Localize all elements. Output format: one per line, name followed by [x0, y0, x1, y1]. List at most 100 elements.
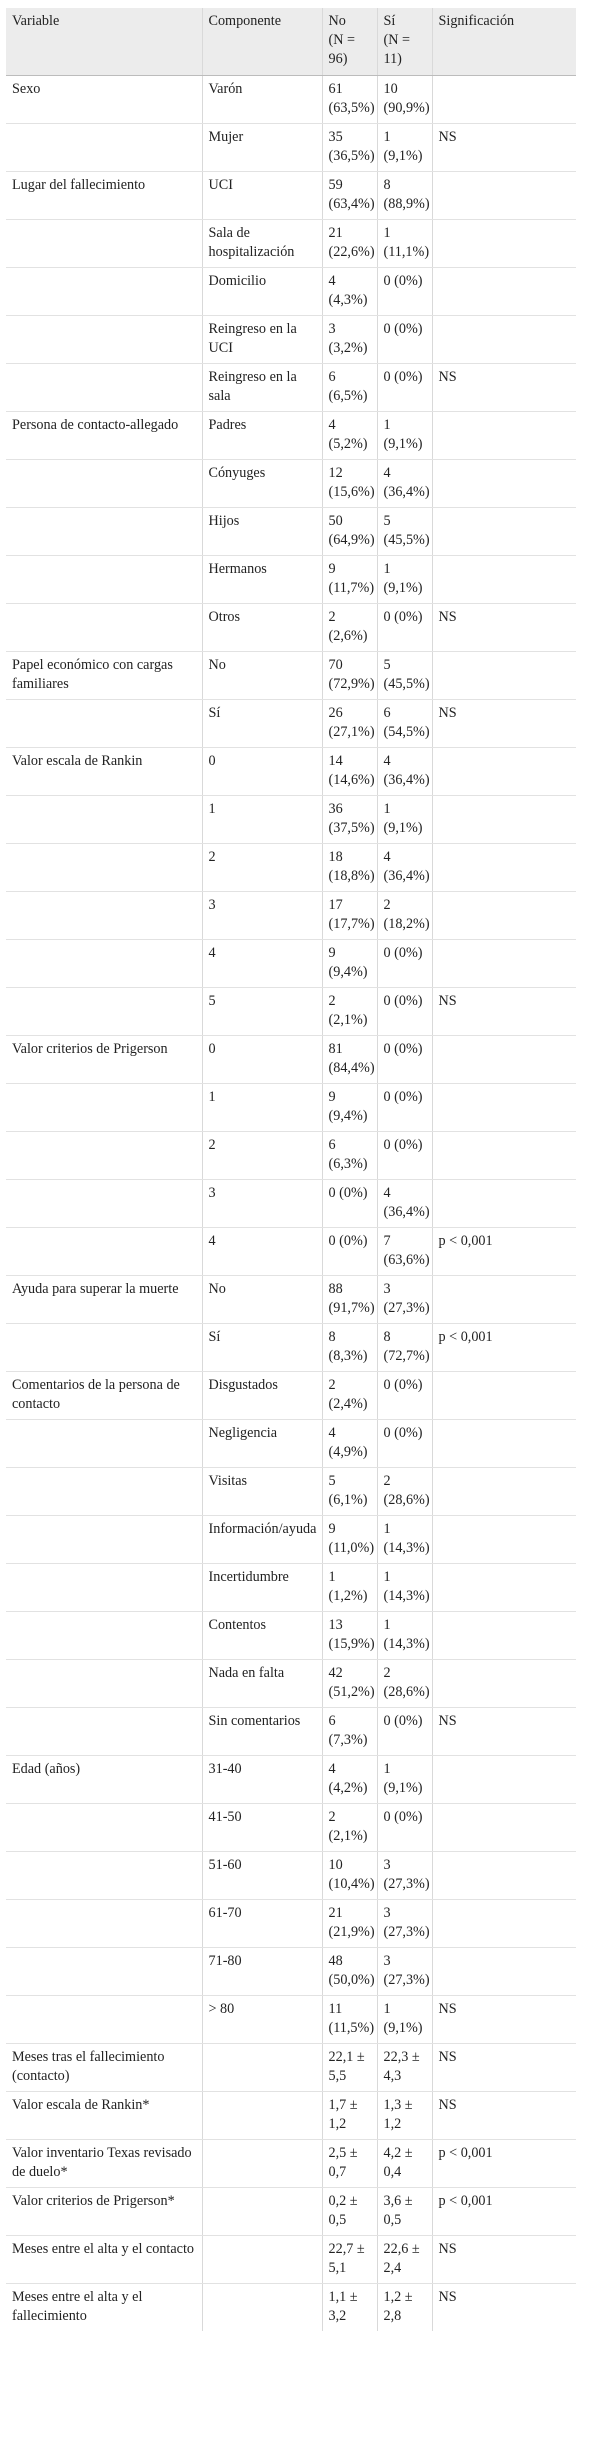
cell-no-line: 9	[328, 1521, 336, 1537]
cell-significacion-text: p < 0,001	[438, 1329, 493, 1345]
cell-variable-text: Papel económico con cargas familiares	[12, 657, 173, 692]
cell-no-line: 1,7 ±	[328, 2097, 358, 2113]
cell-no: 18 (18,8%)	[322, 843, 378, 892]
cell-si-line: (28,6%)	[383, 1684, 430, 1700]
cell-si-line: (90,9%)	[383, 100, 430, 116]
cell-no-line: (63,4%)	[328, 196, 375, 212]
cell-no-line: (72,9%)	[328, 676, 375, 692]
cell-no-line: 0,7	[328, 2164, 347, 2180]
cell-significacion: NS	[432, 699, 576, 748]
cell-componente: 51-60	[202, 1851, 323, 1900]
cell-no-line: 35	[328, 129, 343, 145]
cell-no-line: 11	[328, 2001, 343, 2017]
cell-si: 0 (0%)	[377, 1803, 433, 1852]
cell-significacion	[432, 1947, 576, 1996]
cell-si-line: 2	[383, 1665, 391, 1681]
cell-si: 0 (0%)	[377, 1419, 433, 1468]
cell-componente: 0	[202, 1035, 323, 1084]
cell-significacion	[432, 75, 576, 124]
cell-no-line: (64,9%)	[328, 532, 375, 548]
cell-componente: 1	[202, 1083, 323, 1132]
cell-no-line: (14,6%)	[328, 772, 375, 788]
cell-componente-text: > 80	[208, 2001, 235, 2017]
cell-significacion	[432, 1467, 576, 1516]
table-row: Valor criterios de Prigerson 0 81 (84,4%) 0 …	[6, 1035, 576, 1084]
cell-no: 26 (27,1%)	[322, 699, 378, 748]
table-row: Domicilio 4 (4,3%) 0 (0%)	[6, 267, 576, 316]
table-body: Sexo Varón 61 (63,5%) 10 (90,9%) Mujer 35 (36,5%…	[6, 75, 576, 2331]
cell-no-line: (5,2%)	[328, 436, 368, 452]
cell-significacion: p < 0,001	[432, 1227, 576, 1276]
cell-no: 1,7 ± 1,2	[322, 2091, 378, 2140]
cell-variable: Meses entre el alta y el contacto	[6, 2235, 203, 2284]
cell-variable-text: Edad (años)	[12, 1761, 81, 1777]
cell-si-line: 10	[383, 81, 398, 97]
table-row: 4 0 (0%) 7 (63,6%) p < 0,001	[6, 1227, 576, 1276]
cell-no-line: 22,7 ±	[328, 2241, 365, 2257]
cell-significacion	[432, 1035, 576, 1084]
cell-si-line: 0 (0%)	[383, 1425, 423, 1441]
cell-no-line: 59	[328, 177, 343, 193]
cell-significacion-text: p < 0,001	[438, 1233, 493, 1249]
table-row: 1 9 (9,4%) 0 (0%)	[6, 1083, 576, 1132]
cell-variable-text: Meses tras el fallecimiento (contacto)	[12, 2049, 165, 2084]
cell-variable	[6, 1419, 203, 1468]
cell-significacion	[432, 1563, 576, 1612]
cell-si-line: 8	[383, 177, 391, 193]
cell-si: 1 (9,1%)	[377, 411, 433, 460]
cell-si: 4 (36,4%)	[377, 1179, 433, 1228]
cell-componente: Reingreso en la sala	[202, 363, 323, 412]
cell-no: 4 (4,3%)	[322, 267, 378, 316]
cell-no: 35 (36,5%)	[322, 123, 378, 172]
cell-no: 9 (9,4%)	[322, 939, 378, 988]
cell-no: 6 (7,3%)	[322, 1707, 378, 1756]
cell-no: 0 (0%)	[322, 1179, 378, 1228]
cell-si-line: 0 (0%)	[383, 273, 423, 289]
cell-si: 4 (36,4%)	[377, 747, 433, 796]
cell-variable	[6, 123, 203, 172]
table-row: Valor escala de Rankin 0 14 (14,6%) 4 (36,4%)	[6, 747, 576, 796]
cell-componente-text: Sí	[208, 1329, 221, 1345]
cell-variable	[6, 1707, 203, 1756]
cell-no-line: (50,0%)	[328, 1972, 375, 1988]
table-row: 51-60 10 (10,4%) 3 (27,3%)	[6, 1851, 576, 1900]
cell-no-line: 14	[328, 753, 343, 769]
cell-significacion	[432, 1371, 576, 1420]
cell-no-line: (63,5%)	[328, 100, 375, 116]
cell-si: 0 (0%)	[377, 267, 433, 316]
cell-si: 0 (0%)	[377, 1707, 433, 1756]
cell-componente-text: Nada en falta	[208, 1665, 285, 1681]
cell-componente: 3	[202, 891, 323, 940]
table-row: Meses entre el alta y el contacto 22,7 ± 5…	[6, 2235, 576, 2284]
cell-no: 70 (72,9%)	[322, 651, 378, 700]
table-row: Hijos 50 (64,9%) 5 (45,5%)	[6, 507, 576, 556]
cell-componente-text: Disgustados	[208, 1377, 278, 1393]
cell-significacion	[432, 315, 576, 364]
cell-significacion: NS	[432, 1995, 576, 2044]
cell-no-line: (11,5%)	[328, 2020, 375, 2036]
cell-significacion-text: NS	[438, 2001, 457, 2017]
cell-significacion	[432, 459, 576, 508]
cell-componente	[202, 2091, 323, 2140]
cell-variable: Papel económico con cargas familiares	[6, 651, 203, 700]
cell-componente	[202, 2043, 323, 2092]
cell-significacion	[432, 651, 576, 700]
cell-variable	[6, 1803, 203, 1852]
cell-componente: Información/ayuda	[202, 1515, 323, 1564]
cell-si: 1 (9,1%)	[377, 795, 433, 844]
cell-si-line: 1	[383, 129, 391, 145]
cell-si-line: 0 (0%)	[383, 1137, 423, 1153]
cell-si-line: (9,1%)	[383, 2020, 423, 2036]
cell-si-line: (9,1%)	[383, 820, 423, 836]
cell-componente-text: No	[208, 1281, 226, 1297]
cell-no: 1 (1,2%)	[322, 1563, 378, 1612]
table-row: Cónyuges 12 (15,6%) 4 (36,4%)	[6, 459, 576, 508]
cell-si: 2 (28,6%)	[377, 1467, 433, 1516]
cell-si-line: 1	[383, 1521, 391, 1537]
cell-componente: No	[202, 1275, 323, 1324]
cell-variable	[6, 555, 203, 604]
cell-variable-text: Meses entre el alta y el contacto	[12, 2241, 194, 2257]
cell-variable: Valor criterios de Prigerson*	[6, 2187, 203, 2236]
cell-significacion-text: NS	[438, 2049, 457, 2065]
cell-no-line: (15,9%)	[328, 1636, 375, 1652]
